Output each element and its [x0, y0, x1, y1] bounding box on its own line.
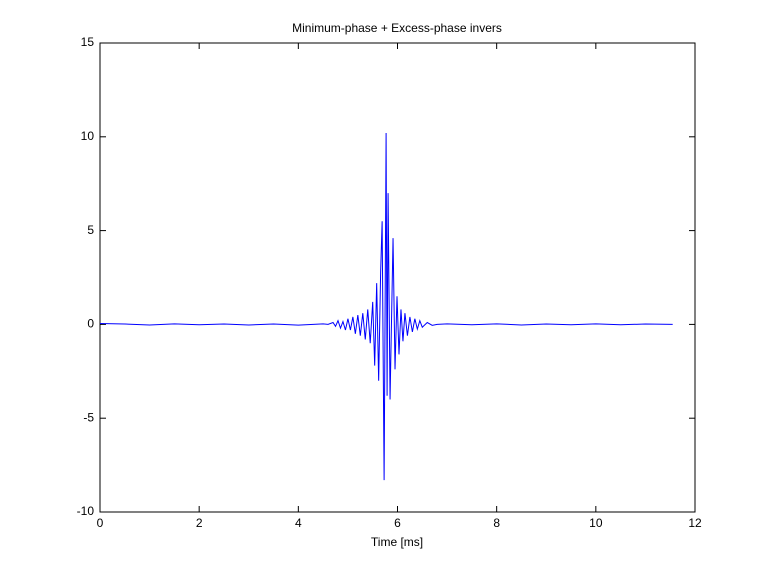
- x-axis-label: Time [ms]: [371, 535, 423, 549]
- x-tick-label: 0: [97, 516, 104, 530]
- x-tick-label: 6: [394, 516, 401, 530]
- x-tick-label: 12: [688, 516, 702, 530]
- x-tick-label: 2: [196, 516, 203, 530]
- y-tick-label: -5: [83, 410, 94, 424]
- y-tick-label: 15: [81, 35, 95, 49]
- x-tick-label: 4: [295, 516, 302, 530]
- x-tick-label: 10: [589, 516, 603, 530]
- y-tick-label: 5: [87, 223, 94, 237]
- plot-area: [99, 42, 696, 513]
- y-tick-label: 0: [87, 317, 94, 331]
- chart-title: Minimum-phase + Excess-phase invers: [292, 21, 502, 35]
- data-line: [99, 133, 673, 481]
- y-tick-label: -10: [77, 504, 95, 518]
- y-tick-label: 10: [81, 129, 95, 143]
- x-tick-label: 8: [493, 516, 500, 530]
